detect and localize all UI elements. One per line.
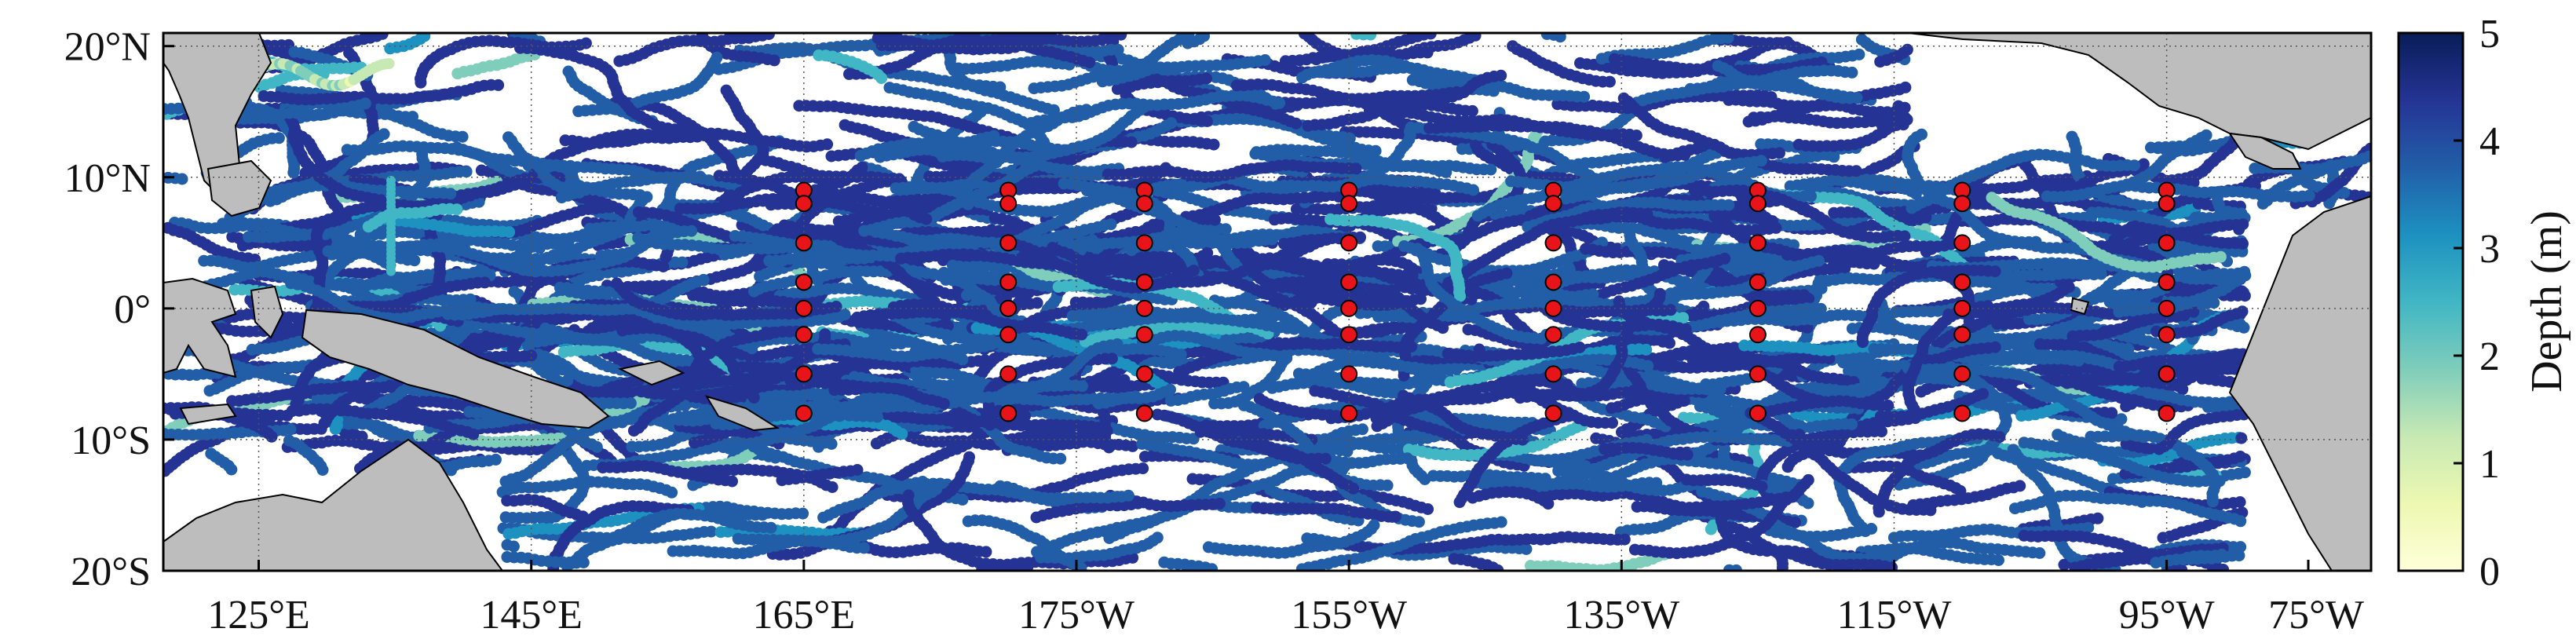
drifter-point xyxy=(1915,385,1927,398)
drifter-point xyxy=(1705,523,1717,535)
drifter-point xyxy=(1137,462,1149,475)
drifter-point xyxy=(329,423,342,435)
drifter-point xyxy=(407,111,418,123)
map-plot-area: 125°E 145°E 165°E 175°W 155°W 135°W 115°W 95°W 7… xyxy=(64,25,2373,638)
drifter-point xyxy=(246,343,258,356)
drifter-point xyxy=(793,100,806,112)
drifter-tracks xyxy=(163,33,2371,571)
drifter-point xyxy=(456,130,469,143)
drifter-point xyxy=(1422,503,1434,515)
drifter-point xyxy=(1372,240,1384,253)
drifter-point xyxy=(2014,480,2026,492)
drifter-point xyxy=(1855,33,1868,46)
drifter-point xyxy=(720,84,733,97)
drifter-point xyxy=(1993,554,2004,566)
drifter-point xyxy=(1776,561,1789,571)
drifter-point xyxy=(2092,512,2104,524)
